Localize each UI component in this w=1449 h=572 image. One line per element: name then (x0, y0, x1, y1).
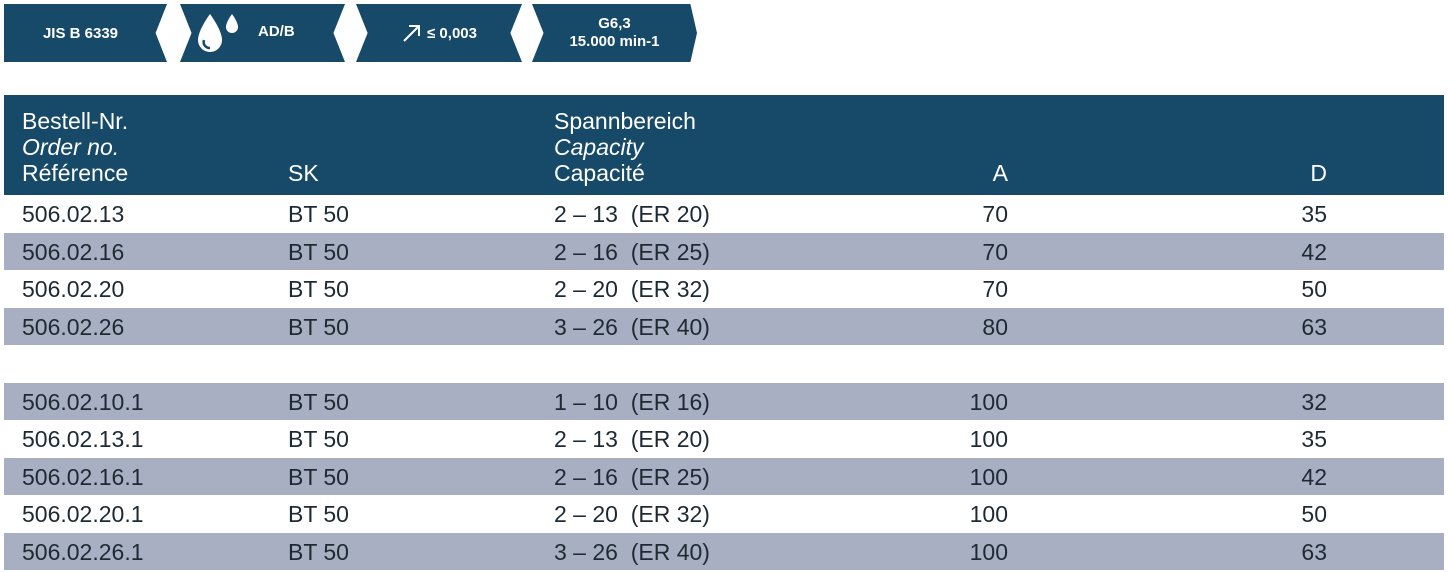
cell-capacity: 2 – 20 (ER 32) (554, 276, 710, 302)
table-row: 506.02.26 BT 50 3 – 26 (ER 40) 80 63 (4, 307, 1444, 345)
cell-capacity: 3 – 26 (ER 40) (554, 538, 710, 565)
cell-sk: BT 50 (288, 238, 349, 265)
cell-a: 100 (969, 388, 1008, 415)
header-order-no: Bestell-Nr. Order no. Référence (22, 108, 128, 186)
table-spacer (4, 345, 1444, 383)
cell-order: 506.02.16 (22, 238, 125, 265)
cell-d: 32 (1301, 388, 1327, 415)
cell-capacity: 2 – 16 (ER 25) (554, 238, 710, 265)
cell-order: 506.02.10.1 (22, 388, 144, 415)
coolant-label: AD/B (258, 23, 295, 40)
cell-order: 506.02.13.1 (22, 426, 144, 452)
table-row: 506.02.10.1 BT 50 1 – 10 (ER 16) 100 32 (4, 382, 1444, 420)
cell-sk: BT 50 (288, 426, 349, 452)
coolant-drops-icon (198, 14, 238, 52)
cell-order: 506.02.26 (22, 313, 125, 340)
header-capacity-en: Capacity (554, 134, 644, 160)
cell-d: 35 (1301, 426, 1327, 452)
standard-badge: JIS B 6339 (4, 4, 167, 62)
cell-d: 42 (1301, 463, 1327, 490)
cell-order: 506.02.26.1 (22, 538, 144, 565)
cell-a: 100 (969, 538, 1008, 565)
table-row: 506.02.16.1 BT 50 2 – 16 (ER 25) 100 42 (4, 457, 1444, 495)
table-header: Bestell-Nr. Order no. Référence SK Spann… (4, 95, 1444, 195)
header-a: A (992, 160, 1008, 186)
header-capacity-fr: Capacité (554, 160, 645, 186)
cell-capacity: 2 – 13 (ER 20) (554, 201, 710, 227)
table-row: 506.02.16 BT 50 2 – 16 (ER 25) 70 42 (4, 232, 1444, 270)
cell-capacity: 2 – 16 (ER 25) (554, 463, 710, 490)
table-row: 506.02.13 BT 50 2 – 13 (ER 20) 70 35 (4, 195, 1444, 233)
header-order-en: Order no. (22, 134, 120, 160)
standard-label: JIS B 6339 (42, 24, 119, 42)
cell-capacity: 1 – 10 (ER 16) (554, 388, 710, 415)
balance-grade: G6,3 (598, 15, 631, 32)
cell-sk: BT 50 (288, 463, 349, 490)
header-sk: SK (288, 160, 319, 186)
table-row: 506.02.20.1 BT 50 2 – 20 (ER 32) 100 50 (4, 495, 1444, 533)
cell-d: 50 (1301, 276, 1327, 302)
cell-a: 100 (969, 501, 1008, 527)
cell-sk: BT 50 (288, 388, 349, 415)
cell-order: 506.02.13 (22, 201, 125, 227)
cell-sk: BT 50 (288, 201, 349, 227)
cell-order: 506.02.20 (22, 276, 125, 302)
runout-arrow-icon (403, 25, 421, 42)
cell-d: 35 (1301, 201, 1327, 227)
cell-a: 70 (982, 201, 1008, 227)
table-row: 506.02.20 BT 50 2 – 20 (ER 32) 70 50 (4, 270, 1444, 308)
balance-speed: 15.000 min-1 (569, 33, 660, 50)
header-capacity-de: Spannbereich (554, 108, 696, 134)
cell-sk: BT 50 (288, 276, 349, 302)
cell-order: 506.02.20.1 (22, 501, 144, 527)
cell-d: 50 (1301, 501, 1327, 527)
runout-value: ≤ 0,003 (427, 24, 477, 42)
header-order-de: Bestell-Nr. (22, 108, 129, 134)
table-row: 506.02.26.1 BT 50 3 – 26 (ER 40) 100 63 (4, 532, 1444, 570)
cell-a: 80 (982, 313, 1008, 340)
cell-capacity: 2 – 20 (ER 32) (554, 501, 710, 527)
header-capacity: Spannbereich Capacity Capacité (554, 108, 696, 186)
header-d: D (1310, 160, 1327, 186)
cell-a: 100 (969, 463, 1008, 490)
cell-order: 506.02.16.1 (22, 463, 144, 490)
cell-d: 42 (1301, 238, 1327, 265)
coolant-badge: AD/B (180, 4, 345, 62)
cell-sk: BT 50 (288, 538, 349, 565)
cell-capacity: 2 – 13 (ER 20) (554, 426, 710, 452)
cell-d: 63 (1301, 313, 1327, 340)
cell-a: 70 (982, 238, 1008, 265)
cell-sk: BT 50 (288, 501, 349, 527)
cell-d: 63 (1301, 538, 1327, 565)
header-order-fr: Référence (22, 160, 129, 186)
balance-badge: G6,3 15.000 min-1 (532, 4, 697, 62)
cell-capacity: 3 – 26 (ER 40) (554, 313, 710, 340)
cell-a: 100 (969, 426, 1008, 452)
runout-badge: ≤ 0,003 (356, 4, 522, 62)
product-table: Bestell-Nr. Order no. Référence SK Spann… (4, 95, 1444, 570)
table-row: 506.02.13.1 BT 50 2 – 13 (ER 20) 100 35 (4, 420, 1444, 458)
cell-a: 70 (982, 276, 1008, 302)
cell-sk: BT 50 (288, 313, 349, 340)
